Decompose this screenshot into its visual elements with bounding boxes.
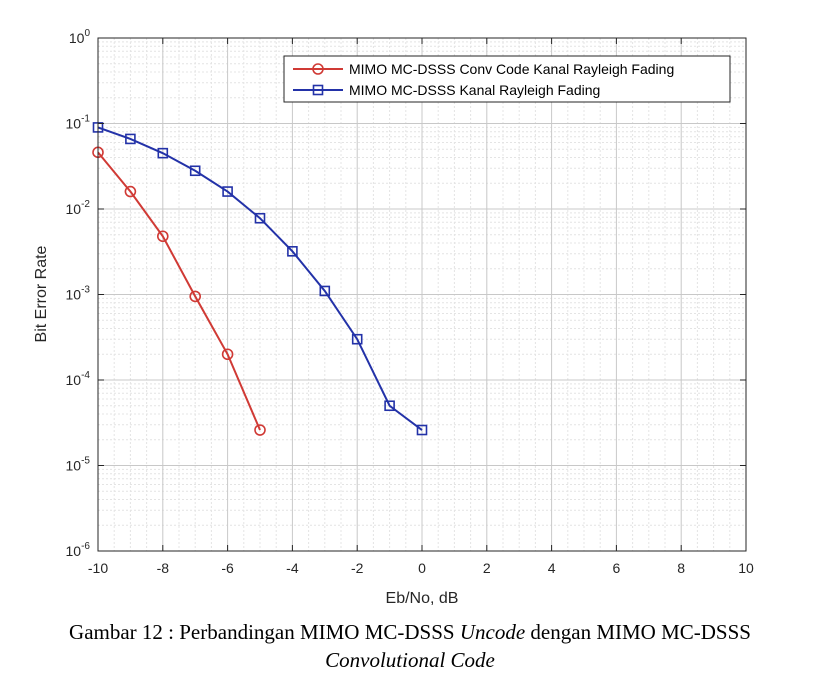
data-point-uncode (254, 212, 266, 224)
data-point-uncode (222, 186, 233, 197)
y-tick-label: 10-5 (66, 456, 91, 474)
x-tick-label: 2 (483, 560, 491, 576)
caption-italic-conv-code: Convolutional Code (325, 648, 495, 672)
legend-label-conv-code: MIMO MC-DSSS Conv Code Kanal Rayleigh Fa… (349, 61, 674, 77)
x-tick-label: -6 (221, 560, 234, 576)
x-tick-label: 10 (738, 560, 754, 576)
data-point-conv-code (189, 290, 201, 303)
figure-caption: Gambar 12 : Perbandingan MIMO MC-DSSS Un… (0, 618, 820, 674)
y-tick-label: 100 (69, 28, 91, 46)
series-layer (92, 122, 428, 436)
x-tick-label: 0 (418, 560, 426, 576)
data-point-uncode (189, 165, 201, 177)
data-point-uncode (157, 147, 169, 159)
data-point-uncode (351, 333, 363, 345)
x-tick-label: 6 (613, 560, 621, 576)
caption-middle: dengan MIMO MC-DSSS (525, 620, 751, 644)
y-axis-label: Bit Error Rate (33, 245, 50, 342)
data-point-uncode (125, 133, 136, 145)
y-tick-label: 10-1 (66, 114, 91, 132)
x-tick-label: -10 (88, 560, 108, 576)
data-point-uncode (319, 285, 331, 297)
data-point-conv-code (124, 185, 137, 198)
legend-marker-uncode (312, 84, 324, 96)
x-tick-label: -2 (351, 560, 364, 576)
ber-chart: -10 -8 -6 -4 -2 0 2 4 6 8 10 10010-110-210-310-410… (33, 28, 754, 607)
y-tick-label: 10-6 (66, 541, 91, 559)
x-tick-label: -4 (286, 560, 299, 576)
x-axis-ticks: -10 -8 -6 -4 -2 0 2 4 6 8 10 (88, 38, 754, 576)
x-tick-label: -8 (157, 560, 170, 576)
legend-box (283, 55, 731, 103)
y-tick-label: 10-3 (66, 285, 91, 303)
data-point-uncode (287, 246, 298, 257)
y-tick-label: 10-4 (66, 370, 91, 388)
series-line-uncode (97, 126, 423, 431)
series-line-conv-code (97, 151, 261, 431)
y-axis-ticks: 100 10-1 10-2 10-3 10-4 10-5 10-6 (66, 28, 746, 559)
data-point-conv-code (254, 424, 266, 436)
legend-label-uncode: MIMO MC-DSSS Kanal Rayleigh Fading (349, 82, 600, 98)
data-point-conv-code (157, 230, 169, 243)
y-tick-label: 10-2 (66, 199, 91, 217)
legend-entries (293, 63, 343, 96)
data-point-uncode (384, 400, 395, 412)
legend-marker-conv-code (312, 63, 324, 75)
data-point-conv-code (221, 348, 234, 361)
x-tick-label: 8 (677, 560, 685, 576)
x-tick-label: 4 (548, 560, 556, 576)
data-point-uncode (416, 424, 428, 436)
caption-italic-uncode: Uncode (459, 620, 526, 644)
legend: MIMO MC-DSSS Conv Code Kanal Rayleigh Fa… (283, 55, 731, 103)
caption-prefix: Gambar 12 : Perbandingan MIMO MC-DSSS (69, 620, 460, 644)
x-axis-label: Eb/No, dB (386, 590, 459, 607)
